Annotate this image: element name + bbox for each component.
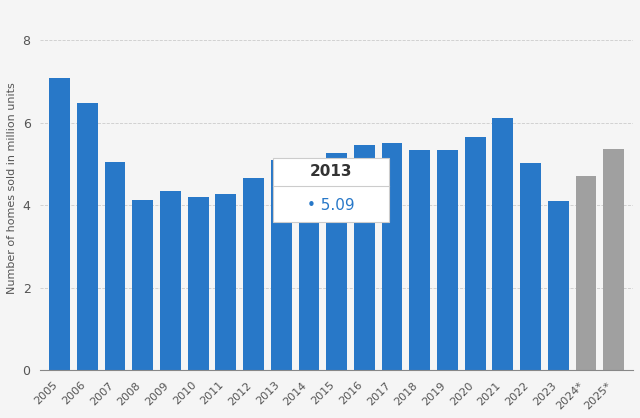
Bar	[188, 197, 209, 370]
Bar	[298, 166, 319, 370]
Bar	[410, 150, 430, 370]
Bar	[354, 145, 375, 370]
Bar	[437, 150, 458, 370]
Text: • 5.09: • 5.09	[307, 198, 355, 213]
Bar	[548, 201, 569, 370]
FancyBboxPatch shape	[273, 158, 389, 222]
Y-axis label: Number of homes sold in million units: Number of homes sold in million units	[7, 83, 17, 294]
Bar	[381, 143, 403, 370]
Bar	[575, 176, 596, 370]
Bar	[77, 103, 98, 370]
Bar	[492, 117, 513, 370]
Bar	[326, 153, 347, 370]
Text: 2013: 2013	[310, 163, 353, 178]
Bar	[49, 78, 70, 370]
Bar	[104, 162, 125, 370]
Bar	[604, 149, 624, 370]
Bar	[520, 163, 541, 370]
Bar	[465, 138, 486, 370]
Bar	[160, 191, 181, 370]
Bar	[132, 200, 153, 370]
Bar	[243, 178, 264, 370]
Bar	[216, 194, 236, 370]
Bar	[271, 160, 292, 370]
